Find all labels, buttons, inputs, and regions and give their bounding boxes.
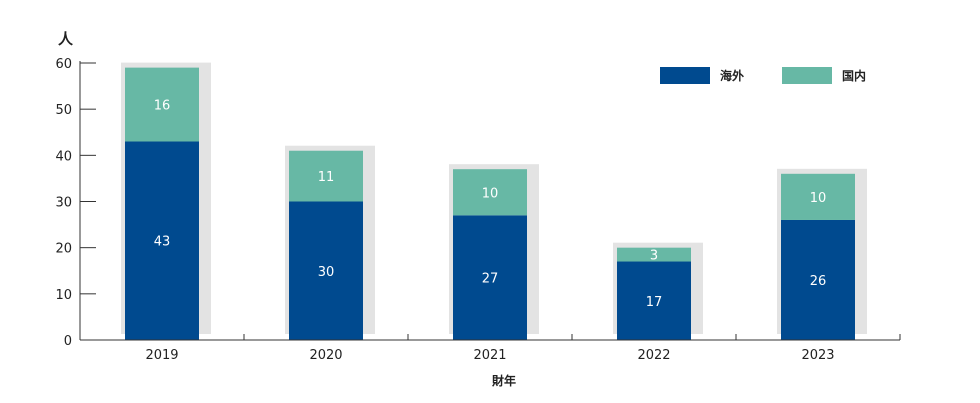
y-tick-label: 50: [55, 103, 72, 118]
axes: 0 10 20 30 40 50 60 2019 2020 2021 2022 2023: [55, 57, 901, 363]
bar-value-label: 10: [810, 191, 827, 206]
bar-value-label: 10: [482, 186, 499, 201]
bar-value-label: 3: [650, 249, 658, 264]
x-axis-title: 財年: [491, 373, 516, 388]
legend: 海外 国内: [660, 67, 866, 84]
y-tick-label: 10: [55, 288, 72, 303]
bar-segment: [289, 201, 363, 340]
bar-segment: [289, 150, 363, 202]
y-tick-label: 20: [55, 242, 72, 257]
x-tick-label: 2022: [637, 348, 670, 363]
legend-label: 国内: [842, 68, 866, 83]
x-tick-label: 2023: [801, 348, 834, 363]
bar-segment: [453, 169, 527, 216]
bar-value-label: 43: [154, 235, 171, 250]
bar-segment: [125, 141, 199, 340]
bar-segment: [617, 247, 691, 262]
bar-segment: [125, 67, 199, 142]
bars: 43 16 30 11 27 10 17 3 26 10: [125, 67, 855, 340]
legend-swatch: [782, 67, 832, 84]
bar-segment: [617, 261, 691, 340]
y-tick-label: 30: [55, 196, 72, 211]
bar-value-label: 16: [154, 99, 171, 114]
bar-value-label: 11: [318, 170, 335, 185]
x-tick-label: 2019: [145, 348, 178, 363]
y-tick-label: 60: [55, 57, 72, 72]
legend-label: 海外: [720, 68, 744, 83]
bar-segment: [781, 219, 855, 340]
x-tick-label: 2021: [473, 348, 506, 363]
legend-swatch: [660, 67, 710, 84]
bar-value-label: 30: [318, 265, 335, 280]
x-tick-label: 2020: [309, 348, 342, 363]
bar-value-label: 26: [810, 274, 827, 289]
bar-segment: [781, 173, 855, 220]
y-tick-label: 0: [64, 334, 72, 349]
bar-segment: [453, 215, 527, 340]
bar-value-label: 27: [482, 272, 499, 287]
bar-value-label: 17: [646, 295, 663, 310]
y-unit-label: 人: [58, 30, 74, 48]
y-tick-label: 40: [55, 149, 72, 164]
